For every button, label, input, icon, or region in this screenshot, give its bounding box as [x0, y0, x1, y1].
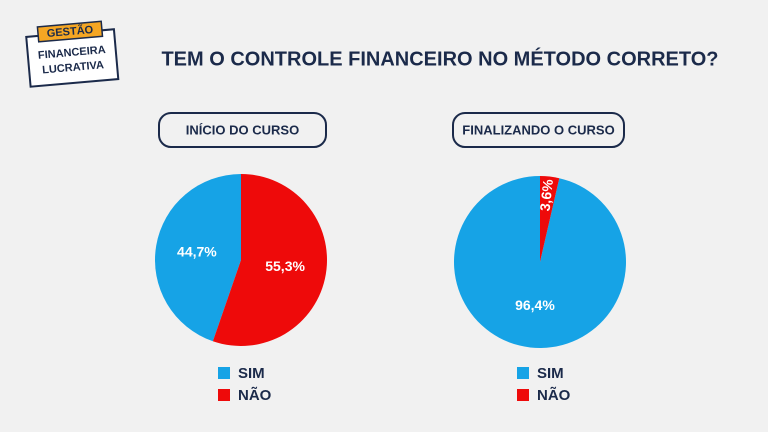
legend-label: SIM — [238, 365, 265, 382]
legend-swatch — [517, 389, 529, 401]
chart-title: FINALIZANDO O CURSO — [462, 122, 614, 137]
pie-slice — [212, 174, 327, 346]
value-label: 44,7% — [177, 243, 217, 259]
page-title: TEM O CONTROLE FINANCEIRO NO MÉTODO CORR… — [161, 47, 718, 70]
legend-label: NÃO — [537, 386, 571, 404]
legend-swatch — [517, 367, 529, 379]
legend-label: SIM — [537, 365, 564, 382]
pie-slice — [155, 174, 241, 342]
chart-title: INÍCIO DO CURSO — [186, 122, 299, 137]
chart-title-box — [158, 112, 327, 148]
logo-line: FINANCEIRA — [38, 44, 107, 62]
value-label: 55,3% — [265, 258, 305, 274]
pie-slice — [540, 176, 560, 262]
value-label: 96,4% — [515, 297, 555, 313]
value-label: 3,6% — [537, 178, 557, 212]
logo-line: LUCRATIVA — [42, 59, 105, 76]
legend-swatch — [218, 367, 230, 379]
logo-top: GESTÃO — [46, 23, 94, 40]
logo-band — [36, 20, 104, 43]
logo: GESTÃO FINANCEIRA LUCRATIVA — [25, 20, 120, 88]
legend-label: NÃO — [238, 386, 272, 404]
legend-swatch — [218, 389, 230, 401]
chart-title-box — [452, 112, 625, 148]
